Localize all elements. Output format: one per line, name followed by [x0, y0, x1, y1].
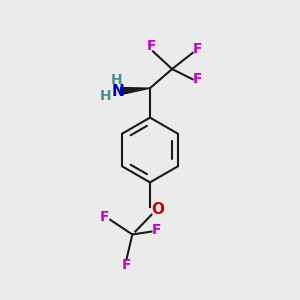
Text: H: H — [99, 88, 111, 103]
Polygon shape — [121, 88, 150, 94]
Text: H: H — [110, 73, 122, 87]
Text: F: F — [122, 258, 131, 272]
Text: F: F — [147, 39, 156, 53]
Text: O: O — [151, 202, 164, 217]
Text: F: F — [193, 42, 203, 56]
Text: N: N — [111, 84, 124, 99]
Text: F: F — [100, 210, 110, 224]
Text: F: F — [152, 223, 161, 237]
Text: F: F — [193, 72, 203, 86]
